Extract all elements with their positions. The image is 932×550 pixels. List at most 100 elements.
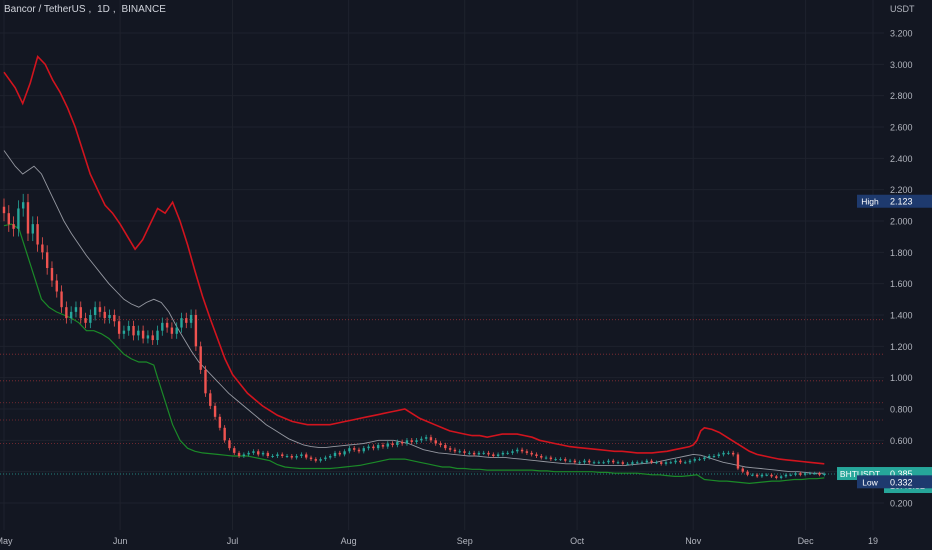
candle-body <box>161 322 164 331</box>
candle-body <box>794 473 797 475</box>
candle-body <box>132 325 135 336</box>
candle-body <box>194 315 198 347</box>
candle-body <box>482 452 485 454</box>
candle-body <box>141 330 145 339</box>
candle-body <box>693 459 696 461</box>
candle-body <box>760 474 764 477</box>
candle-body <box>381 445 385 447</box>
candle-body <box>223 427 226 441</box>
candle-body <box>487 452 490 455</box>
low-value-bg <box>884 475 932 489</box>
candle-body <box>463 451 466 453</box>
candle-body <box>405 440 409 444</box>
candle-body <box>784 474 788 477</box>
candle-body <box>439 443 442 446</box>
candle-body <box>636 462 639 464</box>
symbol-tag: BHTUSDT <box>840 469 880 479</box>
candle-body <box>127 325 130 331</box>
candle-body <box>496 454 500 456</box>
candle-body <box>271 456 274 457</box>
y-tick-label: 2.000 <box>890 217 913 227</box>
indicator-lines <box>3 54 825 485</box>
candle-body <box>530 452 533 455</box>
candle-body <box>281 454 284 456</box>
lower-band-line <box>3 223 825 485</box>
candle-body <box>420 438 423 441</box>
candle-body <box>151 335 154 341</box>
candle-body <box>209 393 212 406</box>
candle-body <box>98 307 102 312</box>
candle-body <box>12 224 15 229</box>
candle-body <box>616 462 620 464</box>
candle-body <box>602 462 605 464</box>
candle-body <box>535 454 538 456</box>
candle-body <box>458 451 461 453</box>
candle-body <box>688 460 692 463</box>
x-tick-label: 19 <box>868 536 878 546</box>
x-tick-label: Dec <box>798 536 815 546</box>
candle-body <box>683 462 687 464</box>
y-tick-label: 1.000 <box>890 373 913 383</box>
low-value: 0.332 <box>890 477 913 487</box>
y-tick-label: 3.200 <box>890 29 913 39</box>
candle-body <box>400 441 404 444</box>
candle-body <box>290 456 294 458</box>
candle-body <box>261 452 265 455</box>
candle-body <box>544 457 548 459</box>
candle-body <box>492 454 495 456</box>
candle-body <box>122 330 126 334</box>
candle-body <box>266 452 270 456</box>
candle-body <box>803 473 807 475</box>
pair-name: Bancor / TetherUS <box>4 4 86 15</box>
x-axis: May Jun Jul Aug Sep Oct Nov Dec 19 <box>0 536 878 546</box>
candle-body <box>549 457 553 460</box>
low-label-bg <box>857 475 884 489</box>
candle-body <box>655 462 658 464</box>
candle-body <box>444 445 447 449</box>
candle-body <box>199 346 202 370</box>
x-tick-label: May <box>0 536 13 546</box>
candle-body <box>583 460 586 463</box>
upper-band-line <box>3 54 825 465</box>
candle-body <box>472 452 476 455</box>
candle-body <box>631 462 634 464</box>
candle-body <box>7 213 10 225</box>
y-tick-label: 2.800 <box>890 91 913 101</box>
candle-body <box>204 369 207 394</box>
candle-body <box>674 460 677 463</box>
last-price-value: 0.385 <box>890 469 913 479</box>
candle-body <box>333 452 337 456</box>
candle-body <box>664 462 668 464</box>
candle-body <box>559 459 562 461</box>
x-tick-label: Sep <box>457 536 473 546</box>
candle-body <box>189 315 193 323</box>
high-value: 2.123 <box>890 197 913 207</box>
y-tick-label: 0.600 <box>890 436 913 446</box>
candle-body <box>722 452 725 455</box>
candle-body <box>309 457 313 460</box>
candle-body <box>137 330 140 336</box>
x-tick-label: Aug <box>341 536 357 546</box>
high-label: High <box>861 197 879 207</box>
candle-body <box>823 474 826 476</box>
candle-body <box>679 460 682 463</box>
candle-body <box>813 473 816 475</box>
candle-body <box>429 437 433 441</box>
candle-body <box>146 335 150 339</box>
candle-body <box>597 462 601 464</box>
candle-body <box>736 454 740 469</box>
candle-body <box>305 454 308 458</box>
candle-body <box>314 459 318 461</box>
candle-body <box>770 474 773 477</box>
y-tick-label: 1.200 <box>890 342 913 352</box>
candle-body <box>789 474 792 476</box>
candle-body <box>588 460 591 463</box>
candle-body <box>453 449 457 452</box>
candle-body <box>818 473 821 475</box>
candle-body <box>621 462 625 464</box>
y-tick-label: 3.000 <box>890 60 913 70</box>
candle-body <box>698 459 701 461</box>
candle-body <box>252 451 255 453</box>
